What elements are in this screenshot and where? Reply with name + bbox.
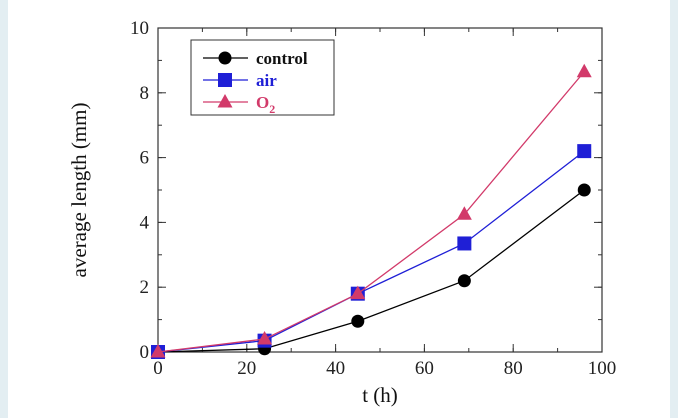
data-point-triangle — [257, 331, 273, 345]
data-point-triangle — [456, 206, 472, 220]
y-tick-label: 2 — [140, 277, 150, 298]
series-control — [151, 183, 591, 359]
series-air — [151, 144, 592, 359]
legend-label: air — [256, 71, 277, 90]
x-axis-title: t (h) — [362, 383, 398, 407]
line-chart: 0 20 40 60 80 100 0 2 4 6 8 10 t (h) average length… — [67, 18, 616, 407]
data-point-triangle — [350, 285, 366, 300]
y-axis-title: average length (mm) — [67, 103, 91, 278]
y-tick-label: 6 — [140, 148, 150, 169]
legend-label: control — [256, 49, 308, 68]
y-tick-label: 8 — [140, 83, 150, 104]
series-line — [157, 189, 585, 353]
axis-ticks: 0 20 40 60 80 100 0 2 4 6 8 10 — [130, 18, 616, 379]
legend-marker-circle — [218, 51, 232, 65]
data-point-circle — [351, 314, 365, 328]
x-tick-label: 100 — [588, 358, 617, 379]
data-point-square — [457, 236, 472, 251]
legend-marker-square — [218, 73, 232, 87]
data-point-circle — [457, 274, 471, 288]
data-point-triangle — [576, 63, 592, 78]
data-point-circle — [577, 183, 591, 197]
y-tick-label: 10 — [130, 18, 149, 39]
legend: control air O2 — [190, 39, 335, 116]
x-tick-label: 0 — [153, 358, 163, 379]
chart-container: 0 20 40 60 80 100 0 2 4 6 8 10 t (h) average length… — [8, 0, 670, 418]
legend-marker-triangle — [217, 94, 233, 108]
y-tick-label: 0 — [140, 342, 150, 363]
series-layer — [150, 63, 592, 359]
y-tick-label: 4 — [140, 212, 150, 233]
data-point-triangle — [150, 344, 166, 358]
x-tick-label: 20 — [237, 358, 256, 379]
series-line — [157, 150, 585, 353]
x-tick-label: 60 — [415, 358, 434, 379]
x-tick-label: 40 — [326, 358, 345, 379]
series-o2 — [150, 63, 592, 358]
legend-label: O2 — [256, 93, 275, 116]
data-point-square — [577, 144, 592, 159]
x-tick-label: 80 — [504, 358, 523, 379]
